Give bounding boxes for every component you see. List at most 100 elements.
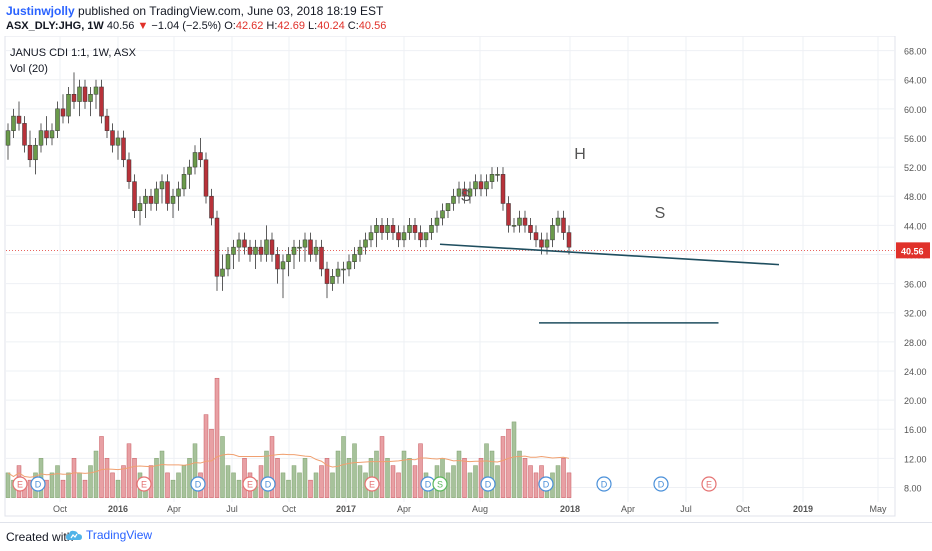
high-label: H: xyxy=(266,20,278,32)
candle-body xyxy=(82,86,88,102)
candle-body xyxy=(374,225,379,233)
candle-body xyxy=(231,246,236,255)
tradingview-brand[interactable]: TradingView xyxy=(66,528,152,542)
candle-body xyxy=(115,137,121,146)
candle-body xyxy=(126,159,132,182)
candle-body xyxy=(44,130,49,139)
event-marker-label: D xyxy=(195,480,202,490)
time-tick-label: Oct xyxy=(53,504,68,514)
legend-title: JANUS CDI 1:1, 1W, ASX xyxy=(10,47,137,59)
volume-bar xyxy=(88,465,93,498)
volume-bar xyxy=(561,458,566,498)
event-marker xyxy=(480,476,496,492)
candle-body xyxy=(313,246,319,255)
author-link[interactable]: Justinwjolly xyxy=(6,4,75,18)
price-axis[interactable]: 8.00 12.00 16.00 20.00 24.00 28.00 32.00 36.00 4… xyxy=(896,47,930,494)
event-marker-label: E xyxy=(17,480,23,490)
candle-body xyxy=(335,268,341,277)
volume-bar xyxy=(280,472,286,498)
candle-body xyxy=(434,217,440,226)
time-tick-label: Apr xyxy=(167,504,181,514)
volume-bar xyxy=(181,465,187,498)
candle-body xyxy=(456,188,462,197)
volume-bar xyxy=(264,450,269,498)
time-tick-label: 2018 xyxy=(560,504,580,514)
event-marker xyxy=(136,476,152,492)
time-tick-label: 2017 xyxy=(336,504,356,514)
candle-body xyxy=(16,115,22,124)
volume-bar xyxy=(495,465,500,498)
legend-volume: Vol (20) xyxy=(10,63,48,75)
candle-body xyxy=(220,268,225,277)
candle-body xyxy=(385,225,390,233)
volume-bar xyxy=(209,428,214,498)
candle-body xyxy=(253,246,258,255)
volume-bar xyxy=(176,472,181,498)
volume-bar xyxy=(269,436,275,498)
candle-body xyxy=(99,86,104,117)
volume-bar xyxy=(291,465,297,498)
volume-bar xyxy=(418,443,423,498)
volume-bar xyxy=(77,472,82,498)
candle-body xyxy=(88,94,93,102)
volume-bar xyxy=(308,479,313,498)
low-value: 40.24 xyxy=(317,20,345,32)
candle-body xyxy=(429,225,434,233)
event-marker-label: D xyxy=(601,480,608,490)
time-tick-label: Aug xyxy=(472,504,488,514)
event-marker xyxy=(30,476,46,492)
event-marker xyxy=(364,476,380,492)
volume-bar xyxy=(121,465,126,498)
volume-bar xyxy=(555,465,561,498)
candle-body xyxy=(148,195,154,204)
candle-body xyxy=(71,94,77,102)
volume-bar xyxy=(203,414,209,498)
volume-bar xyxy=(330,472,335,498)
close-label: C: xyxy=(347,20,359,32)
time-tick-label: Oct xyxy=(282,504,297,514)
volume-bar xyxy=(225,465,231,498)
volume-bar xyxy=(115,479,121,498)
candle-body xyxy=(528,225,533,233)
event-marker-label: D xyxy=(658,480,665,490)
candle-body xyxy=(506,203,511,226)
price-chart[interactable]: 8.00 12.00 16.00 20.00 24.00 28.00 32.00 36.00 4… xyxy=(0,36,932,522)
candle-body xyxy=(500,174,506,204)
volume-bar xyxy=(478,458,484,498)
candle-body xyxy=(154,188,159,204)
volume-bar xyxy=(49,472,55,498)
volume-bar xyxy=(110,472,115,498)
volume-bar xyxy=(407,458,412,498)
time-tick-label: May xyxy=(869,504,887,514)
volume-bar xyxy=(385,458,390,498)
price-tick-label: 28.00 xyxy=(904,338,927,348)
volume-bar xyxy=(506,428,511,498)
price-tick-label: 60.00 xyxy=(904,105,927,115)
candle-body xyxy=(198,152,203,161)
chart-header: Justinwjolly published on TradingView.co… xyxy=(0,0,932,36)
volume-bar xyxy=(467,472,473,498)
candle-body xyxy=(308,239,313,255)
time-tick-label: 2016 xyxy=(108,504,128,514)
volume-bar xyxy=(500,436,506,498)
volume-ma-line xyxy=(7,453,570,478)
volume-bar xyxy=(154,458,159,498)
publish-line: Justinwjolly published on TradingView.co… xyxy=(6,4,383,18)
volume-bar xyxy=(352,443,357,498)
volume-bar xyxy=(82,479,88,498)
time-axis[interactable]: Oct 2016 Apr Jul Oct 2017 Apr Aug 2018 Apr Jul Oct 2… xyxy=(53,504,887,514)
candle-body xyxy=(280,261,286,270)
candle-body xyxy=(258,246,264,255)
event-marker-label: E xyxy=(706,480,712,490)
candle-body xyxy=(247,246,253,255)
volume-bar xyxy=(126,443,132,498)
volume-bar xyxy=(286,479,291,498)
time-tick-label: Apr xyxy=(397,504,411,514)
price-tick-label: 48.00 xyxy=(904,192,927,202)
candle-body xyxy=(319,246,324,270)
time-tick-label: Jul xyxy=(226,504,238,514)
trend-line xyxy=(439,243,780,266)
down-arrow-icon: ▼ xyxy=(137,20,149,32)
price-change: −1.04 (−2.5%) xyxy=(151,20,222,32)
candle-body xyxy=(539,239,544,248)
